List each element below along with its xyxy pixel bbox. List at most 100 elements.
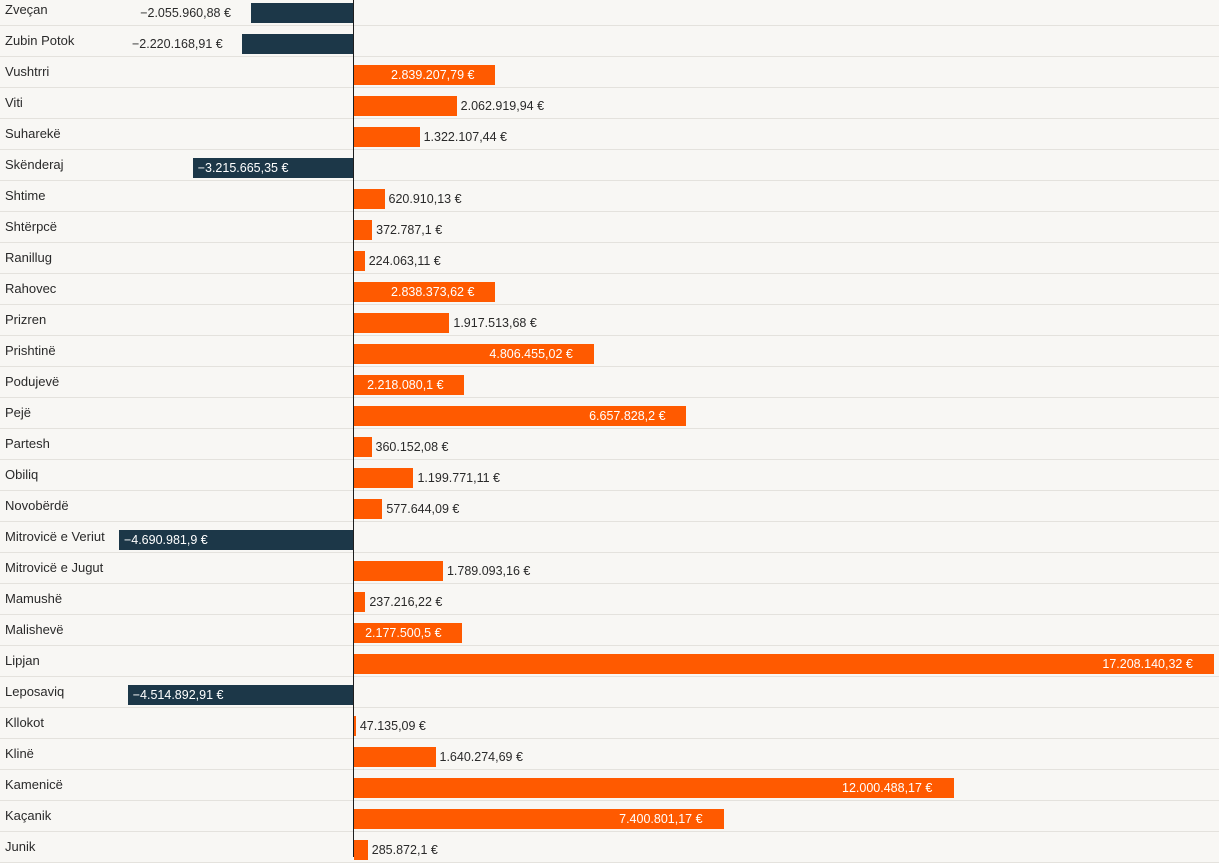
chart-row: Viti 2.062.919,94 €: [0, 88, 1219, 119]
negative-bar: [242, 34, 354, 54]
value-label: 2.218.080,1 €: [367, 378, 444, 392]
chart-row: Mitrovicë e Veriut −4.690.981,9 €: [0, 522, 1219, 553]
negative-bar: [250, 3, 354, 23]
positive-bar: [353, 840, 368, 860]
positive-bar: [353, 220, 373, 240]
chart-row: Shtërpcë 372.787,1 €: [0, 212, 1219, 243]
chart-row: Kaçanik 7.400.801,17 €: [0, 801, 1219, 832]
chart-row: Ranillug 224.063,11 €: [0, 243, 1219, 274]
zero-axis-line: [353, 0, 354, 857]
value-label: −3.215.665,35 €: [197, 161, 289, 175]
positive-bar: [353, 344, 594, 364]
positive-bar: [353, 251, 365, 271]
value-label: 1.199.771,11 €: [417, 471, 500, 485]
category-label: Viti: [5, 95, 23, 110]
negative-bar: [127, 685, 354, 705]
positive-bar: [353, 809, 724, 829]
category-label: Mitrovicë e Jugut: [5, 560, 104, 575]
chart-row: Skënderaj −3.215.665,35 €: [0, 150, 1219, 181]
chart-row: Suharekë 1.322.107,44 €: [0, 119, 1219, 150]
value-label: −4.514.892,91 €: [132, 688, 224, 702]
negative-bar: [118, 530, 354, 550]
category-label: Zubin Potok: [5, 33, 75, 48]
category-label: Obiliq: [5, 467, 39, 482]
chart-row: Mitrovicë e Jugut 1.789.093,16 €: [0, 553, 1219, 584]
category-label: Prishtinë: [5, 343, 56, 358]
value-label: 577.644,09 €: [386, 502, 460, 516]
value-label: 1.322.107,44 €: [423, 130, 508, 144]
value-label: 47.135,09 €: [359, 719, 426, 733]
chart-row: Rahovec 2.838.373,62 €: [0, 274, 1219, 305]
value-label: 285.872,1 €: [371, 843, 438, 857]
positive-bar: [353, 313, 450, 333]
chart-row: Zubin Potok −2.220.168,91 €: [0, 26, 1219, 57]
positive-bar: [353, 778, 954, 798]
value-label: 620.910,13 €: [388, 192, 462, 206]
positive-bar: [353, 375, 465, 395]
chart-row: Pejë 6.657.828,2 €: [0, 398, 1219, 429]
category-label: Junik: [5, 839, 36, 854]
value-label: 372.787,1 €: [376, 223, 443, 237]
positive-bar: [353, 468, 414, 488]
value-label: 6.657.828,2 €: [589, 409, 666, 423]
positive-bar: [353, 747, 436, 767]
category-label: Mitrovicë e Veriut: [5, 529, 105, 544]
positive-bar: [353, 623, 463, 643]
category-label: Suharekë: [5, 126, 61, 141]
category-label: Shtërpcë: [5, 219, 58, 234]
chart-row: Mamushë 237.216,22 €: [0, 584, 1219, 615]
category-label: Novobërdë: [5, 498, 69, 513]
value-label: 360.152,08 €: [375, 440, 449, 454]
value-label: −2.055.960,88 €: [140, 6, 231, 20]
category-label: Klinë: [5, 746, 34, 761]
value-label: 2.177.500,5 €: [365, 626, 442, 640]
positive-bar: [353, 716, 356, 736]
category-label: Partesh: [5, 436, 50, 451]
chart-row: Junik 285.872,1 €: [0, 832, 1219, 863]
category-label: Mamushë: [5, 591, 63, 606]
value-label: 2.838.373,62 €: [391, 285, 475, 299]
chart-row: Shtime 620.910,13 €: [0, 181, 1219, 212]
category-label: Kllokot: [5, 715, 45, 730]
chart-row: Prizren 1.917.513,68 €: [0, 305, 1219, 336]
chart-row: Kllokot 47.135,09 €: [0, 708, 1219, 739]
value-label: 1.789.093,16 €: [446, 564, 531, 578]
chart-row: Leposaviq −4.514.892,91 €: [0, 677, 1219, 708]
chart-row: Zveçan −2.055.960,88 €: [0, 0, 1219, 26]
chart-row: Partesh 360.152,08 €: [0, 429, 1219, 460]
positive-bar: [353, 127, 420, 147]
value-label: −4.690.981,9 €: [123, 533, 208, 547]
value-label: 237.216,22 €: [369, 595, 443, 609]
category-label: Podujevë: [5, 374, 60, 389]
positive-bar: [353, 592, 366, 612]
category-label: Leposaviq: [5, 684, 65, 699]
category-label: Skënderaj: [5, 157, 64, 172]
positive-bar: [353, 561, 443, 581]
positive-bar: [353, 499, 383, 519]
chart-row: Podujevë 2.218.080,1 €: [0, 367, 1219, 398]
positive-bar: [353, 282, 496, 302]
category-label: Shtime: [5, 188, 46, 203]
value-label: 12.000.488,17 €: [842, 781, 933, 795]
category-label: Malishevë: [5, 622, 64, 637]
category-label: Prizren: [5, 312, 47, 327]
value-label: 224.063,11 €: [368, 254, 441, 268]
category-label: Lipjan: [5, 653, 40, 668]
negative-bar: [192, 158, 354, 178]
chart-row: Vushtrri 2.839.207,79 €: [0, 57, 1219, 88]
chart-row: Lipjan 17.208.140,32 €: [0, 646, 1219, 677]
chart-row: Obiliq 1.199.771,11 €: [0, 460, 1219, 491]
chart-row: Kamenicë 12.000.488,17 €: [0, 770, 1219, 801]
positive-bar: [353, 65, 496, 85]
value-label: 1.917.513,68 €: [453, 316, 537, 330]
category-label: Ranillug: [5, 250, 52, 265]
category-label: Vushtrri: [5, 64, 50, 79]
chart-row: Prishtinë 4.806.455,02 €: [0, 336, 1219, 367]
value-label: 7.400.801,17 €: [619, 812, 703, 826]
value-label: 2.839.207,79 €: [391, 68, 475, 82]
positive-bar: [353, 437, 372, 457]
value-label: 2.062.919,94 €: [460, 99, 545, 113]
positive-bar: [353, 654, 1214, 674]
category-label: Rahovec: [5, 281, 57, 296]
